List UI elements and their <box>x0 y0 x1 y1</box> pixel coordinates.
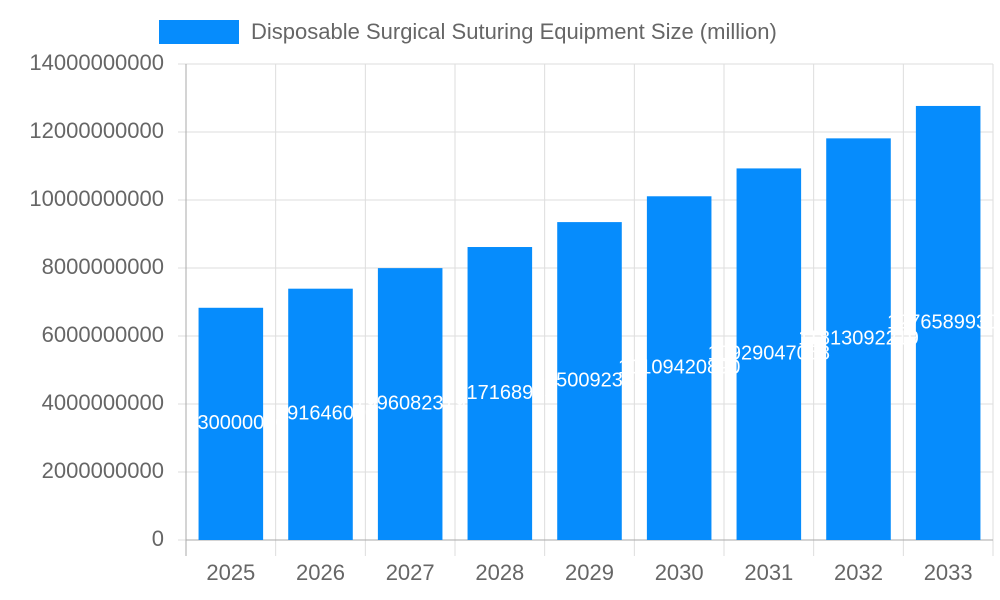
value-label: 10929047058 <box>708 342 830 364</box>
x-tick-label: 2026 <box>296 560 345 585</box>
value-label: 8617168983 <box>444 382 555 404</box>
bar <box>826 138 891 540</box>
bar <box>377 268 443 540</box>
value-label: 7391646000 <box>265 403 376 425</box>
value-label: 9350092355 <box>534 369 645 391</box>
value-label: 6830000000 <box>175 412 286 434</box>
y-tick-label: 8000000000 <box>42 254 164 279</box>
bar <box>288 288 353 540</box>
x-tick-label: 2025 <box>206 560 255 585</box>
value-label: 11813092219 <box>798 327 919 349</box>
value-label: 12765899300 <box>887 311 1000 333</box>
x-tick-label: 2030 <box>655 560 704 585</box>
value-label: 7996082379 <box>355 392 466 414</box>
bar <box>915 105 981 541</box>
x-tick-label: 2029 <box>565 560 614 585</box>
y-tick-label: 6000000000 <box>42 322 164 347</box>
y-tick-label: 10000000000 <box>29 186 164 211</box>
legend-swatch <box>159 20 239 44</box>
bar <box>467 247 533 541</box>
bar <box>198 307 264 540</box>
x-tick-label: 2033 <box>924 560 973 585</box>
bar <box>557 222 622 540</box>
y-tick-label: 14000000000 <box>29 50 164 75</box>
bar <box>646 196 712 540</box>
y-tick-label: 4000000000 <box>42 390 164 415</box>
legend-label: Disposable Surgical Suturing Equipment S… <box>251 19 777 44</box>
x-tick-label: 2032 <box>834 560 883 585</box>
y-tick-label: 2000000000 <box>42 458 164 483</box>
y-tick-label: 0 <box>152 526 164 551</box>
x-tick-label: 2028 <box>475 560 524 585</box>
x-tick-label: 2027 <box>386 560 435 585</box>
x-tick-label: 2031 <box>744 560 793 585</box>
bar <box>736 168 802 540</box>
y-tick-label: 12000000000 <box>29 118 164 143</box>
value-label: 10109420890 <box>618 356 740 378</box>
